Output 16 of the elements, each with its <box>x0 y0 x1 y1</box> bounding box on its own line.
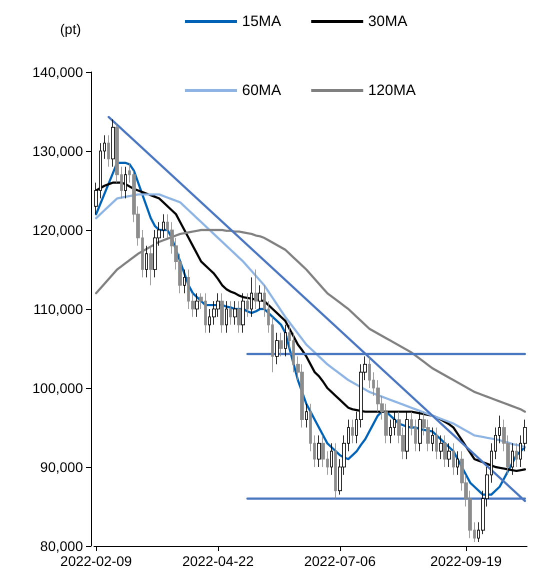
y-tick-label: 140,000 <box>32 64 84 80</box>
y-tick-label: 110,000 <box>33 301 84 317</box>
legend-label: 120MA <box>368 82 416 99</box>
x-tick-label: 2022-04-22 <box>182 553 254 569</box>
y-tick-label: 80,000 <box>40 538 84 554</box>
legend-label: 15MA <box>242 13 282 30</box>
x-tick-label: 2022-07-06 <box>304 553 376 569</box>
legend-label: 30MA <box>368 13 408 30</box>
y-tick-label: 100,000 <box>32 380 84 396</box>
y-tick-label: 90,000 <box>40 459 84 475</box>
x-tick-label: 2022-02-09 <box>60 553 132 569</box>
x-tick-label: 2022-09-19 <box>430 553 502 569</box>
legend-label: 60MA <box>242 82 282 99</box>
y-axis-title: (pt) <box>60 21 81 37</box>
y-tick-label: 120,000 <box>32 222 84 238</box>
y-tick-label: 130,000 <box>32 143 84 159</box>
